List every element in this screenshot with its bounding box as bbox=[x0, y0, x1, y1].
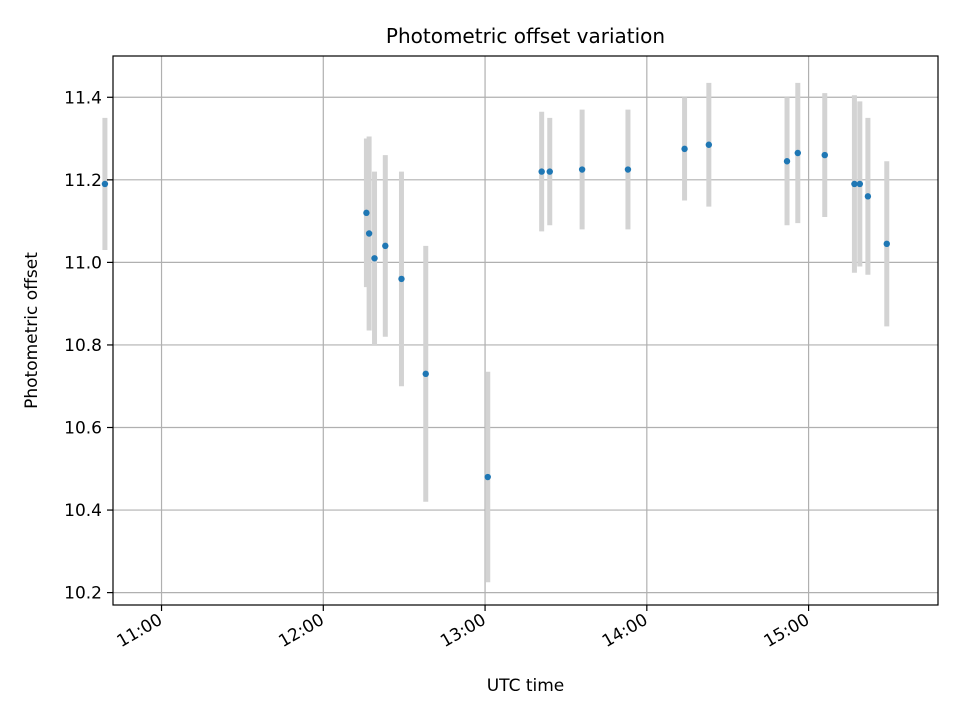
x-tick-label: 15:00 bbox=[761, 610, 813, 652]
data-point bbox=[794, 149, 802, 157]
x-tick-label: 11:00 bbox=[114, 610, 166, 652]
y-tick-label: 10.4 bbox=[64, 501, 102, 521]
data-point bbox=[371, 255, 378, 262]
data-point bbox=[363, 209, 370, 217]
data-point bbox=[856, 180, 864, 188]
data-point bbox=[398, 275, 405, 283]
error-bars bbox=[102, 82, 890, 583]
data-point bbox=[422, 370, 429, 378]
data-point bbox=[705, 141, 713, 148]
axis-ticks: 10.2 10.4 10.6 10.8 11.0 11.2 11.4 11:00 12:00 13… bbox=[64, 88, 813, 652]
data-point bbox=[546, 168, 553, 175]
plot-frame bbox=[112, 55, 939, 606]
y-axis-label: Photometric offset bbox=[22, 252, 42, 409]
data-point bbox=[101, 180, 109, 188]
data-point bbox=[365, 230, 373, 237]
data-point bbox=[484, 473, 491, 481]
data-point bbox=[681, 145, 688, 153]
x-axis-label: UTC time bbox=[487, 676, 565, 696]
grid bbox=[113, 56, 938, 605]
data-point bbox=[783, 158, 791, 165]
data-point bbox=[883, 240, 890, 248]
y-tick-label: 10.8 bbox=[64, 336, 102, 356]
y-tick-label: 11.2 bbox=[64, 171, 102, 191]
data-point bbox=[851, 180, 858, 188]
chart-title: Photometric offset variation bbox=[386, 24, 665, 48]
y-tick-label: 10.6 bbox=[64, 419, 102, 439]
y-tick-label: 10.2 bbox=[64, 584, 102, 604]
data-point bbox=[382, 242, 389, 250]
data-point bbox=[624, 166, 632, 173]
x-tick-label: 12:00 bbox=[275, 610, 327, 652]
data-point bbox=[538, 168, 545, 175]
x-tick-label: 13:00 bbox=[437, 610, 489, 652]
data-point bbox=[864, 193, 872, 200]
x-tick-label: 14:00 bbox=[599, 610, 651, 652]
data-point bbox=[821, 151, 828, 159]
data-point bbox=[578, 166, 586, 173]
y-tick-label: 11.0 bbox=[64, 253, 102, 273]
data-points bbox=[101, 141, 890, 481]
y-tick-label: 11.4 bbox=[64, 88, 102, 108]
